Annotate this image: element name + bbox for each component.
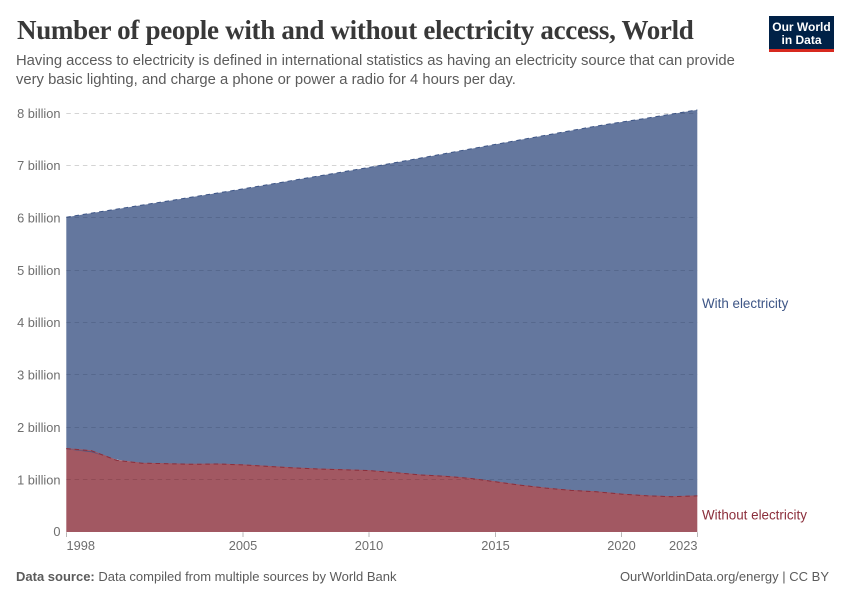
svg-text:2 billion: 2 billion (17, 420, 60, 435)
svg-text:2023: 2023 (669, 538, 697, 553)
svg-text:5 billion: 5 billion (17, 263, 60, 278)
svg-text:2010: 2010 (355, 538, 383, 553)
svg-text:2015: 2015 (481, 538, 509, 553)
svg-text:4 billion: 4 billion (17, 315, 60, 330)
svg-text:1 billion: 1 billion (17, 472, 60, 487)
svg-text:8 billion: 8 billion (17, 106, 60, 121)
svg-text:3 billion: 3 billion (17, 368, 60, 383)
svg-text:0: 0 (53, 524, 60, 539)
svg-text:6 billion: 6 billion (17, 211, 60, 226)
svg-text:2020: 2020 (607, 538, 635, 553)
svg-text:Without electricity: Without electricity (702, 508, 807, 523)
svg-text:7 billion: 7 billion (17, 158, 60, 173)
svg-text:2005: 2005 (229, 538, 257, 553)
svg-text:With electricity: With electricity (702, 296, 789, 311)
svg-text:1998: 1998 (67, 538, 95, 553)
